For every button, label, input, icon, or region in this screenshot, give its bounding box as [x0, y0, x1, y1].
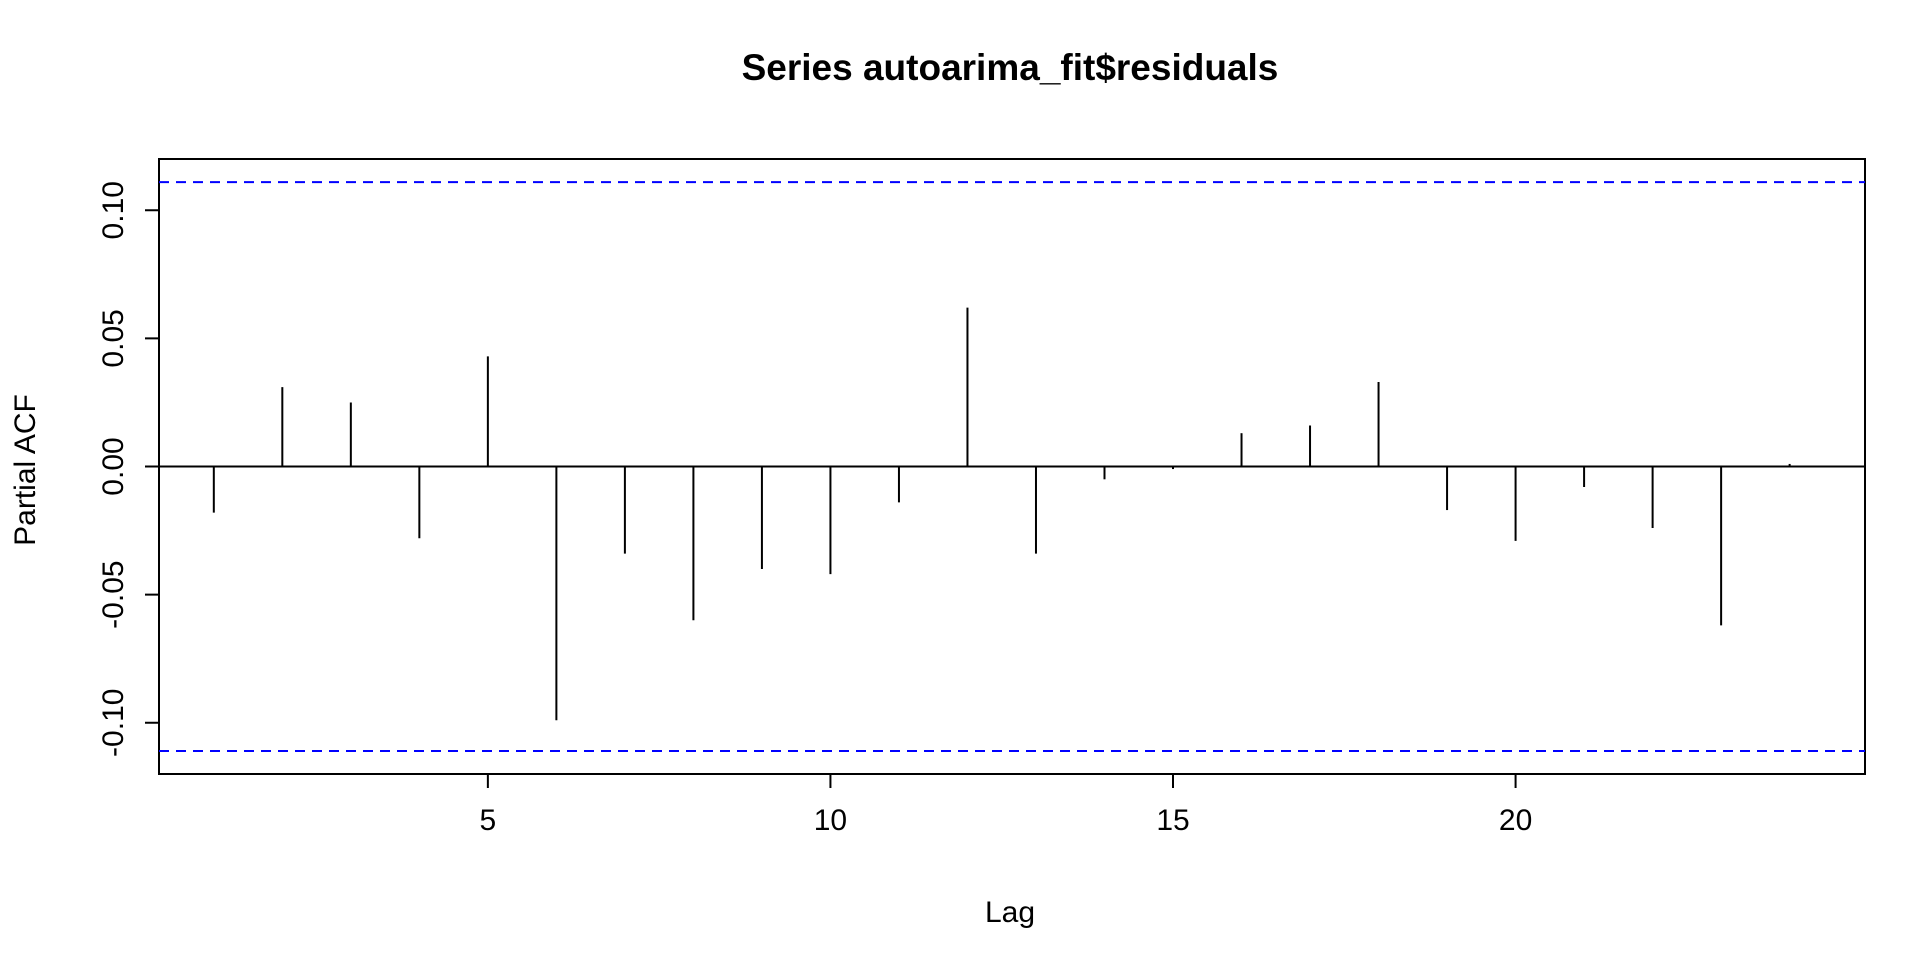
y-tick-label: 0.10 [97, 181, 130, 239]
x-axis-label: Lag [985, 896, 1035, 929]
y-tick-label: 0.05 [97, 309, 130, 367]
x-tick-label: 10 [814, 804, 847, 837]
chart-marks: 5 10 15 20 -0.10 -0.05 0.00 0.05 0.10 [97, 181, 1865, 837]
x-tick-label: 15 [1156, 804, 1189, 837]
y-tick-label: -0.10 [97, 689, 130, 757]
chart-title: Series autoarima_fit$residuals [742, 47, 1279, 88]
y-tick-label: -0.05 [97, 560, 130, 628]
x-tick-label: 20 [1499, 804, 1532, 837]
y-tick-label: 0.00 [97, 437, 130, 495]
y-axis-label: Partial ACF [9, 394, 42, 546]
x-tick-label: 5 [480, 804, 497, 837]
